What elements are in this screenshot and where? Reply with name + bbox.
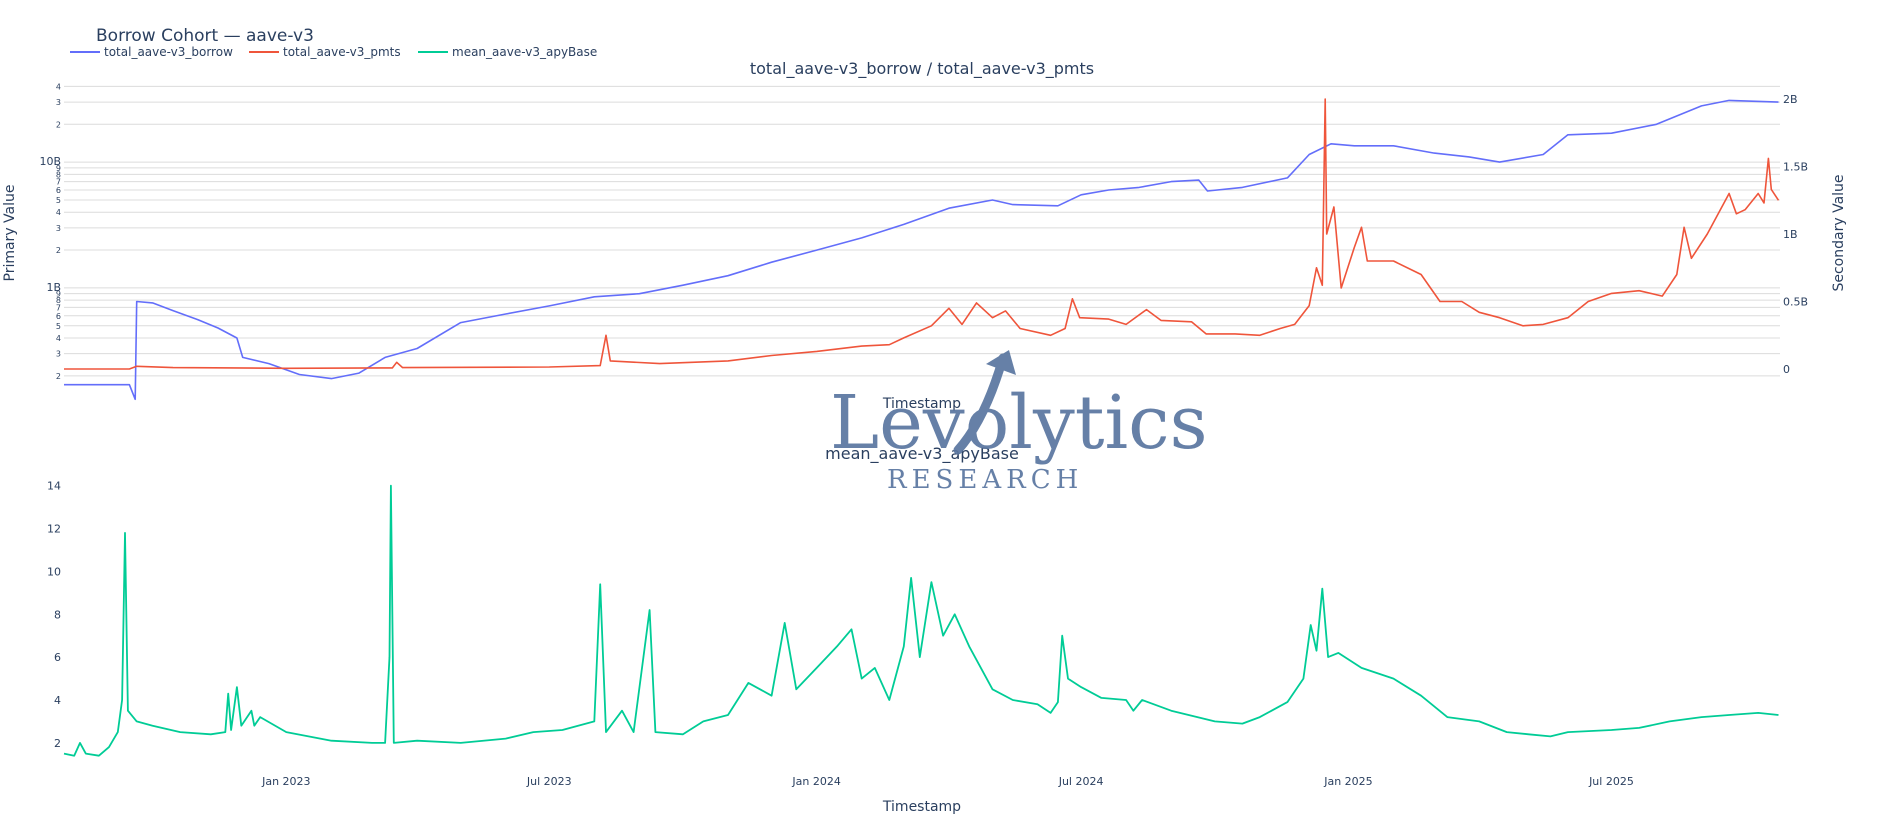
top-y-tick-label: 3 [56, 350, 61, 359]
bottom-x-tick-label: Jul 2025 [1588, 775, 1634, 788]
top-y2-tick-label: 1.5B [1783, 161, 1808, 174]
bottom-x-tick-label: Jan 2024 [791, 775, 840, 788]
bottom-y-tick-label: 8 [54, 608, 61, 621]
bottom-series-group [63, 484, 1779, 757]
watermark-arrowhead [986, 350, 1016, 375]
legend-label-apybase: mean_aave-v3_apyBase [452, 45, 597, 59]
top-y-axis-title: Primary Value [2, 185, 18, 282]
top-y-tick-label: 1B [46, 281, 61, 294]
legend-item-borrow[interactable]: total_aave-v3_borrow [70, 45, 233, 59]
bottom-x-tick-labels: Jan 2023 Jul 2023 Jan 2024 Jul 2024 Jan 2025… [261, 775, 1634, 788]
top-y-tick-label: 3 [56, 98, 61, 107]
top-y-tick-label: 2 [56, 120, 61, 129]
watermark-logo-text: Levolytics [830, 380, 1208, 466]
top-series-group [64, 98, 1780, 401]
watermark-subtitle: RESEARCH [887, 465, 1083, 495]
top-gridlines [64, 85, 1780, 377]
bottom-x-axis-title: Timestamp [882, 799, 961, 815]
top-subplot: total_aave-v3_borrow / total_aave-v3_pmt… [2, 59, 1847, 412]
top-y-tick-label: 4 [56, 334, 61, 343]
top-y-tick-label: 4 [56, 208, 61, 217]
bottom-subplot-title: mean_aave-v3_apyBase [825, 444, 1019, 464]
top-y-tick-label: 6 [56, 186, 61, 195]
top-y2-axis-title: Secondary Value [1831, 174, 1847, 291]
legend-item-pmts[interactable]: total_aave-v3_pmts [249, 45, 401, 59]
top-y2-tick-labels: 0 0.5B 1B 1.5B 2B [1783, 93, 1808, 376]
watermark-arrow-swoosh [953, 353, 1008, 455]
legend-label-borrow: total_aave-v3_borrow [104, 45, 233, 59]
bottom-y-tick-labels: 2 4 6 8 10 12 14 [47, 480, 61, 750]
bottom-x-tick-label: Jul 2024 [1058, 775, 1104, 788]
top-y-tick-label: 4 [56, 82, 61, 91]
figure-title: Borrow Cohort — aave-v3 [96, 26, 314, 46]
top-y-tick-label: 2 [56, 372, 61, 381]
bottom-x-tick-label: Jan 2023 [261, 775, 310, 788]
top-y-tick-label: 7 [56, 178, 61, 187]
top-y-tick-label: 5 [56, 322, 61, 331]
top-y-tick-label: 9 [56, 290, 61, 299]
top-subplot-title: total_aave-v3_borrow / total_aave-v3_pmt… [750, 59, 1094, 79]
top-y-tick-label: 2 [56, 246, 61, 255]
top-y-tick-label: 10B [39, 155, 61, 168]
legend-label-pmts: total_aave-v3_pmts [283, 45, 401, 59]
legend[interactable]: total_aave-v3_borrow total_aave-v3_pmts … [70, 45, 597, 59]
bottom-y-tick-label: 12 [47, 523, 61, 536]
top-y-tick-label: 8 [56, 296, 61, 305]
top-y-tick-label: 5 [56, 196, 61, 205]
top-y2-tick-label: 2B [1783, 93, 1798, 106]
series-line-pmts [64, 98, 1780, 370]
legend-item-apybase[interactable]: mean_aave-v3_apyBase [418, 45, 597, 59]
series-line-borrow [64, 99, 1779, 401]
levolytics-watermark: Levolytics RESEARCH [830, 350, 1208, 495]
top-y-tick-label: 7 [56, 303, 61, 312]
top-x-axis-title: Timestamp [882, 396, 961, 412]
bottom-y-tick-label: 14 [47, 480, 61, 493]
series-line-apybase [63, 484, 1779, 757]
top-y-tick-label: 3 [56, 224, 61, 233]
top-y2-tick-label: 0 [1783, 363, 1790, 376]
bottom-subplot: mean_aave-v3_apyBase 2 4 6 8 10 12 14 Jan 2023… [47, 444, 1779, 815]
top-y2-tick-label: 1B [1783, 228, 1798, 241]
bottom-y-tick-label: 4 [54, 694, 61, 707]
bottom-y-tick-label: 6 [54, 651, 61, 664]
top-y-tick-label: 6 [56, 312, 61, 321]
top-y-tick-label: 8 [56, 170, 61, 179]
bottom-x-tick-label: Jul 2023 [526, 775, 572, 788]
bottom-x-tick-label: Jan 2025 [1323, 775, 1372, 788]
bottom-y-tick-label: 10 [47, 565, 61, 578]
bottom-y-tick-label: 2 [54, 737, 61, 750]
top-y2-tick-label: 0.5B [1783, 296, 1808, 309]
top-y-tick-label: 9 [56, 164, 61, 173]
